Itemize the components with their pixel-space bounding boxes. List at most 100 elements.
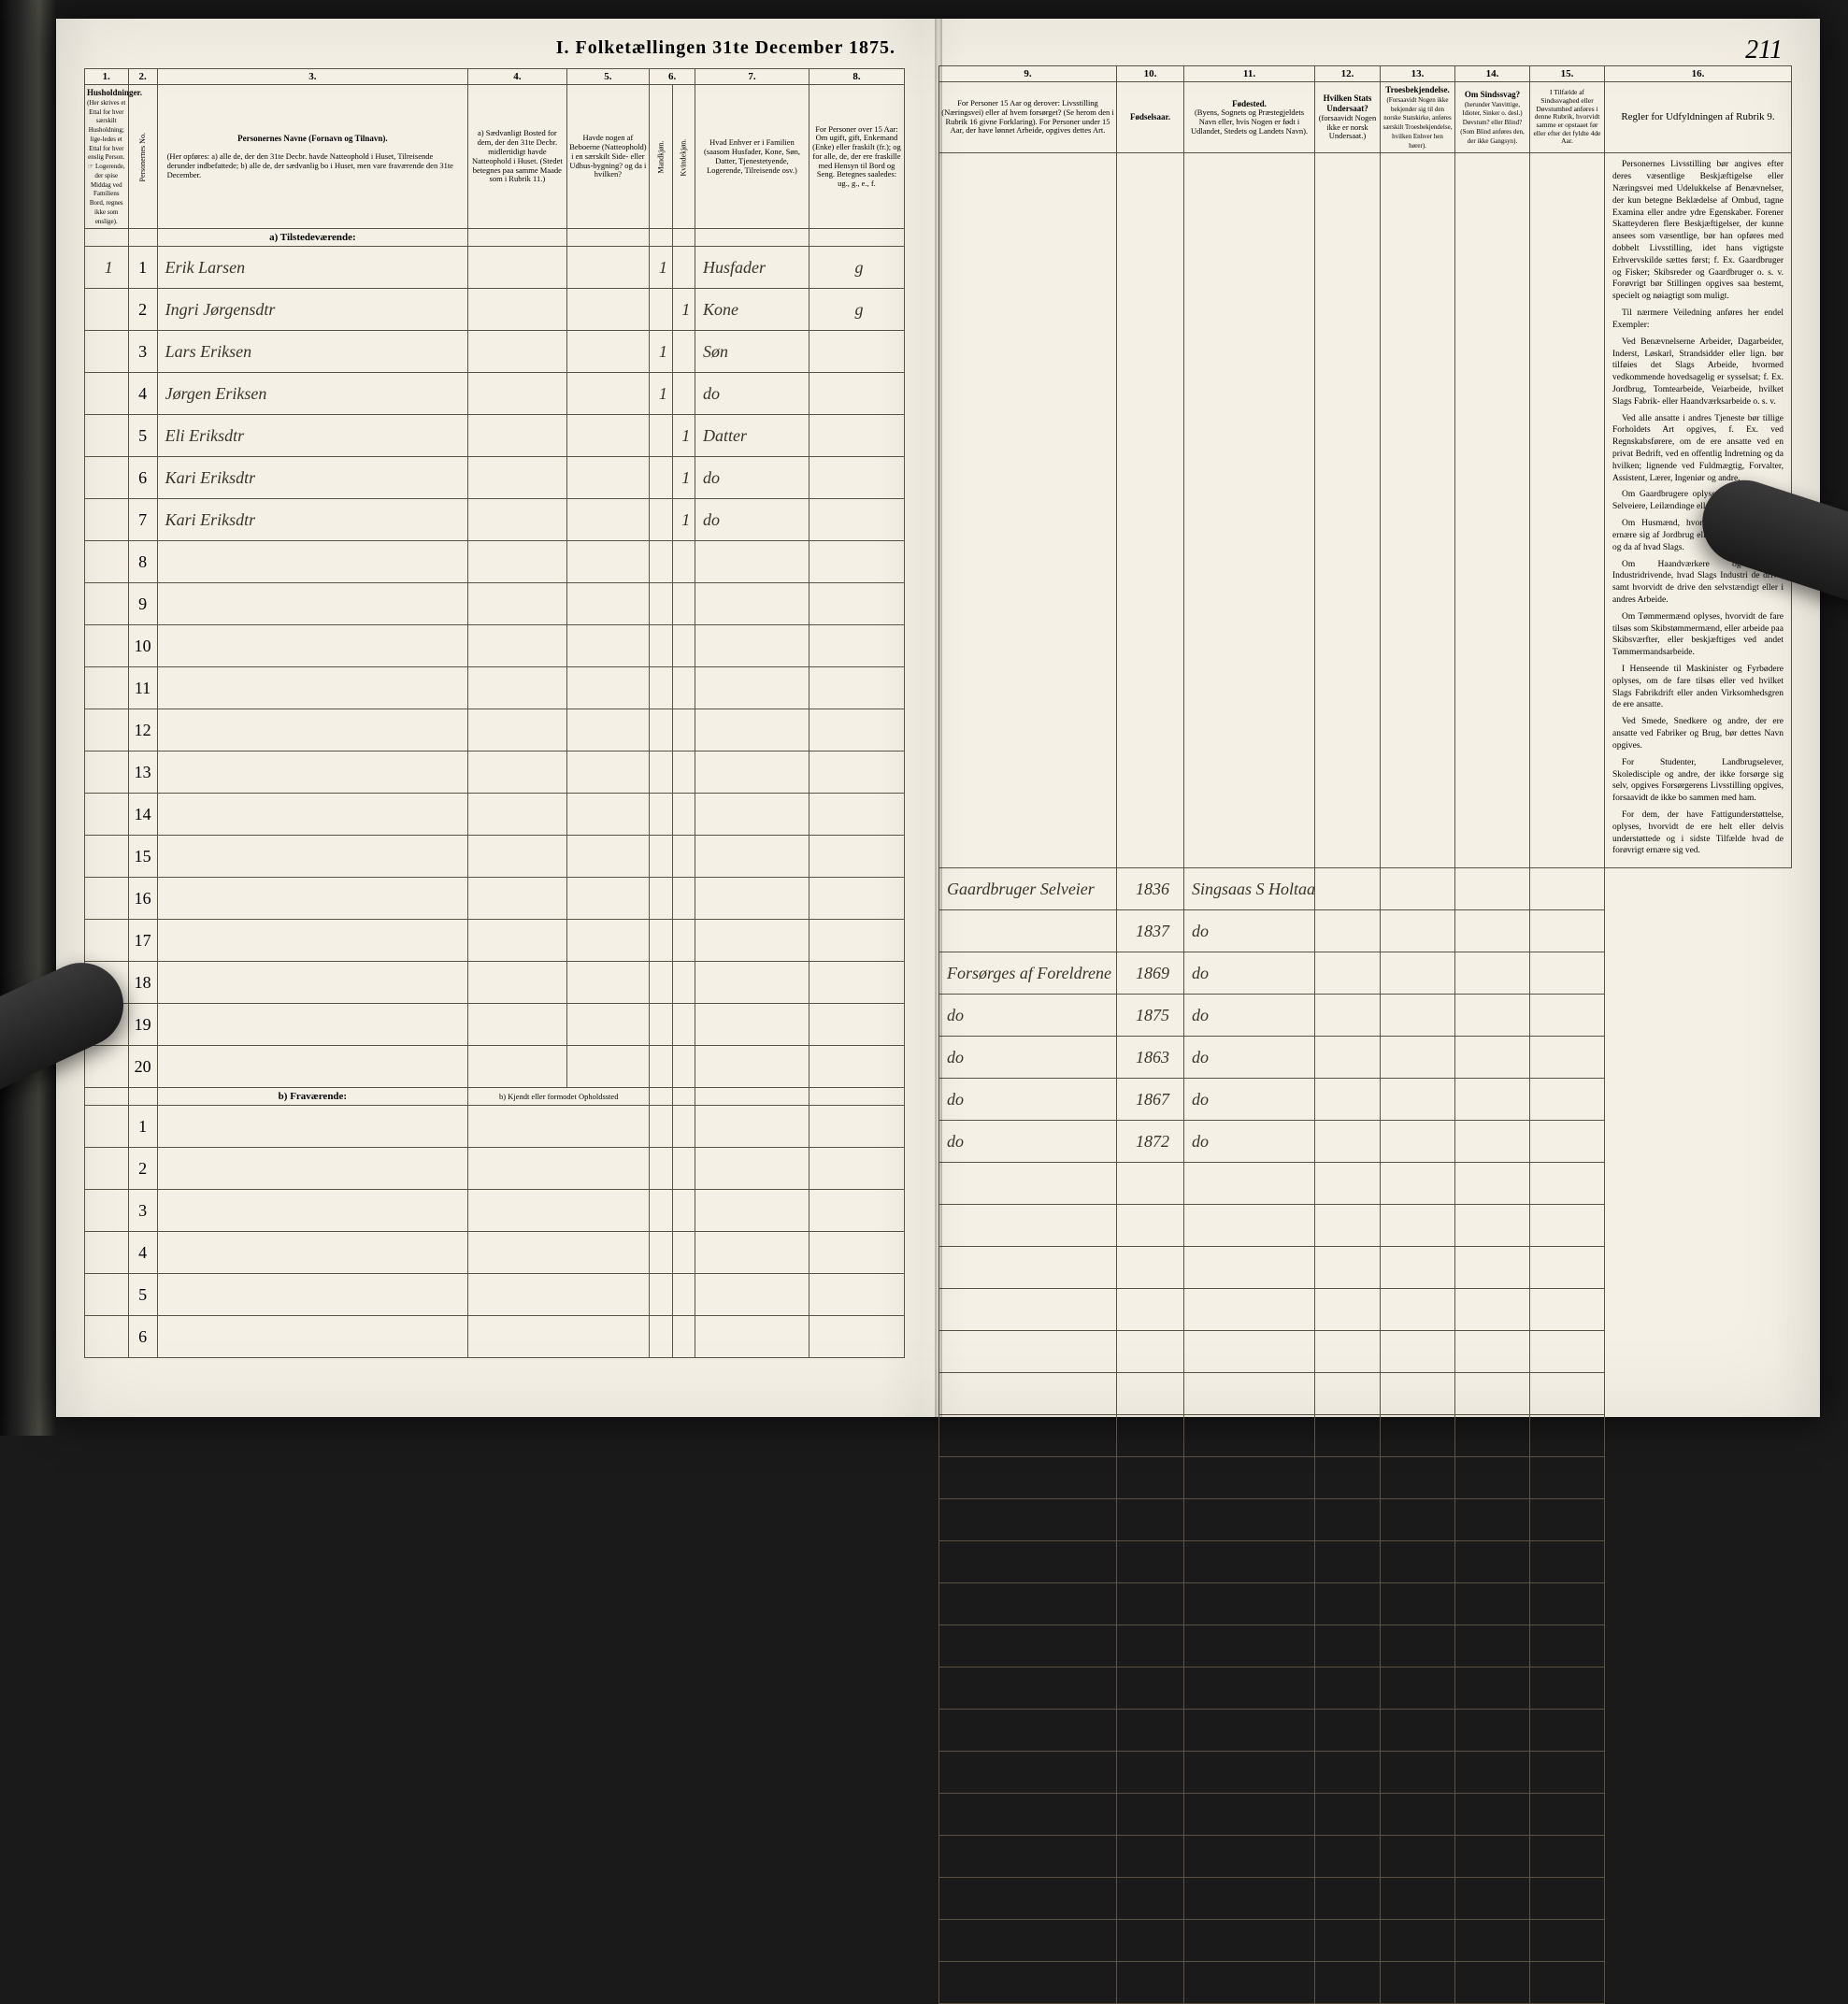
- cell-religion: [1381, 1121, 1455, 1163]
- page-title-left: I. Folketællingen 31te December 1875.: [84, 37, 905, 59]
- cell-household: [85, 373, 129, 415]
- table-row: Forsørges af Foreldrene 1869 do: [939, 952, 1792, 995]
- cell-person-no: 1: [128, 247, 157, 289]
- cell-birthplace: do: [1184, 952, 1315, 995]
- cell-disability-age: [1530, 952, 1605, 995]
- cell-occupation: do: [939, 1079, 1117, 1121]
- table-row-empty: 19: [85, 1004, 905, 1046]
- table-row-empty: [939, 1794, 1792, 1836]
- table-row-empty: [939, 1499, 1792, 1541]
- header-h12-title: Hvilken Stats Undersaat?: [1324, 93, 1372, 113]
- cell-occupation: do: [939, 1037, 1117, 1079]
- cell-household: 1: [85, 247, 129, 289]
- cell-outbuilding: [566, 415, 650, 457]
- section-b-note: b) Kjendt eller formodet Opholdssted: [468, 1088, 650, 1106]
- column-number-row-right: 9. 10. 11. 12. 13. 14. 15. 16.: [939, 66, 1792, 82]
- table-row: do 1867 do: [939, 1079, 1792, 1121]
- cell-disability: [1455, 910, 1530, 952]
- cell-birthplace: Singsaas S Holtaalen Prgj: [1184, 868, 1315, 910]
- cell-marital: [809, 331, 904, 373]
- col-num-6: 6.: [650, 69, 695, 85]
- col-num-11: 11.: [1184, 66, 1315, 82]
- census-table-left: 1. 2. 3. 4. 5. 6. 7. 8. Husholdninger. (…: [84, 68, 905, 1358]
- cell-name: Kari Eriksdtr: [157, 499, 468, 541]
- table-row-empty: [939, 1289, 1792, 1331]
- table-row-empty: [939, 1373, 1792, 1415]
- cell-person-no: 6: [128, 1316, 157, 1358]
- table-row-empty: 10: [85, 625, 905, 667]
- cell-person-no: 6: [128, 457, 157, 499]
- cell-person-no: 1: [128, 1106, 157, 1148]
- empty-rows-b: 123456: [85, 1106, 905, 1358]
- table-row-empty: 9: [85, 583, 905, 625]
- header-residence: a) Sædvanligt Bosted for dem, der den 31…: [468, 85, 566, 229]
- empty-rows-right: [939, 1163, 1792, 2004]
- census-table-right: 9. 10. 11. 12. 13. 14. 15. 16. For Perso…: [938, 65, 1792, 2004]
- cell-birthplace: do: [1184, 995, 1315, 1037]
- instruction-paragraph: Ved Smede, Snedkere og andre, der ere an…: [1612, 716, 1784, 752]
- cell-male: 1: [650, 373, 672, 415]
- cell-year: 1867: [1117, 1079, 1184, 1121]
- cell-residence: [468, 289, 566, 331]
- header-h16: Regler for Udfyldningen af Rubrik 9.: [1621, 111, 1774, 122]
- cell-disability: [1455, 868, 1530, 910]
- table-row: 5 Eli Eriksdtr 1 Datter: [85, 415, 905, 457]
- cell-male: 1: [650, 331, 672, 373]
- col-num-16: 16.: [1605, 66, 1792, 82]
- cell-household: [85, 499, 129, 541]
- cell-occupation: do: [939, 995, 1117, 1037]
- cell-person-no: 19: [128, 1004, 157, 1046]
- instruction-paragraph: For dem, der have Fattigunderstøttelse, …: [1612, 809, 1784, 857]
- cell-person-no: 2: [128, 289, 157, 331]
- cell-year: 1872: [1117, 1121, 1184, 1163]
- cell-person-no: 20: [128, 1046, 157, 1088]
- table-row-empty: 16: [85, 878, 905, 920]
- col-num-2: 2.: [128, 69, 157, 85]
- cell-person-no: 11: [128, 667, 157, 709]
- census-ledger: I. Folketællingen 31te December 1875. 1.…: [56, 19, 1820, 1417]
- left-page: I. Folketællingen 31te December 1875. 1.…: [56, 19, 922, 1417]
- table-row: 7 Kari Eriksdtr 1 do: [85, 499, 905, 541]
- header-h14-title: Om Sindssvag?: [1465, 90, 1520, 99]
- table-row-absent: 4: [85, 1232, 905, 1274]
- header-h1-sub: (Her skrives et Ettal for hver særskilt …: [87, 99, 125, 225]
- column-number-row: 1. 2. 3. 4. 5. 6. 7. 8.: [85, 69, 905, 85]
- cell-person-no: 14: [128, 794, 157, 836]
- cell-nationality: [1315, 1121, 1381, 1163]
- cell-residence: [468, 457, 566, 499]
- cell-person-no: 9: [128, 583, 157, 625]
- cell-family: Søn: [695, 331, 809, 373]
- col-num-5: 5.: [566, 69, 650, 85]
- table-row-empty: [939, 1415, 1792, 1457]
- cell-outbuilding: [566, 499, 650, 541]
- cell-birthplace: do: [1184, 1037, 1315, 1079]
- header-h12-sub: (forsaavidt Nogen ikke er norsk Undersaa…: [1319, 113, 1377, 141]
- cell-disability-age: [1530, 1121, 1605, 1163]
- cell-residence: [468, 373, 566, 415]
- header-nationality: Hvilken Stats Undersaat? (forsaavidt Nog…: [1315, 82, 1381, 153]
- cell-person-no: 13: [128, 752, 157, 794]
- table-row-empty: [939, 1878, 1792, 1920]
- col-num-9: 9.: [939, 66, 1117, 82]
- header-h10: Fødselsaar.: [1130, 112, 1170, 122]
- table-row: 4 Jørgen Eriksen 1 do: [85, 373, 905, 415]
- table-row: 6 Kari Eriksdtr 1 do: [85, 457, 905, 499]
- cell-person-no: 4: [128, 1232, 157, 1274]
- header-birthplace: Fødested. (Byens, Sognets og Præstegjeld…: [1184, 82, 1315, 153]
- cell-person-no: 5: [128, 1274, 157, 1316]
- header-row-right: For Personer 15 Aar og derover: Livsstil…: [939, 82, 1792, 153]
- cell-name: Ingri Jørgensdtr: [157, 289, 468, 331]
- cell-family: Husfader: [695, 247, 809, 289]
- header-h13-title: Troesbekjendelse.: [1385, 85, 1449, 94]
- cell-disability-age: [1530, 910, 1605, 952]
- cell-person-no: 18: [128, 962, 157, 1004]
- cell-female: 1: [672, 499, 695, 541]
- right-page: 211 9. 10. 11. 12. 13. 14. 15. 16. For P…: [922, 19, 1820, 1417]
- cell-name: Kari Eriksdtr: [157, 457, 468, 499]
- table-row: 2 Ingri Jørgensdtr 1 Kone g: [85, 289, 905, 331]
- header-h3-title: Personernes Navne (Fornavn og Tilnavn).: [237, 134, 387, 143]
- instruction-paragraph: Til nærmere Veiledning anføres her endel…: [1612, 308, 1784, 332]
- table-row-empty: [939, 1920, 1792, 1962]
- table-row-empty: [939, 1583, 1792, 1625]
- table-row-absent: 2: [85, 1148, 905, 1190]
